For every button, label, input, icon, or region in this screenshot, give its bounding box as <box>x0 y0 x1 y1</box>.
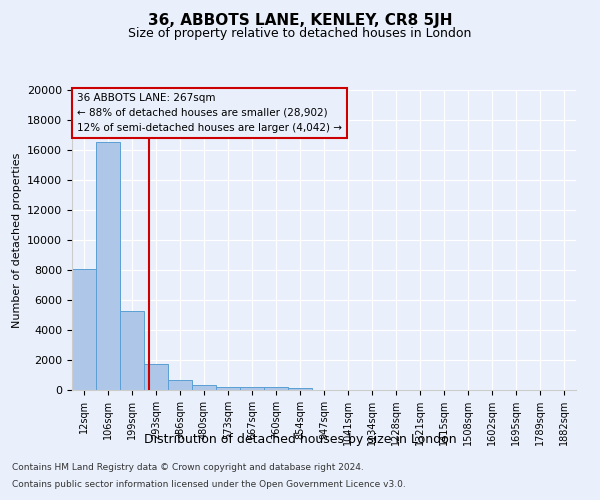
Text: 36, ABBOTS LANE, KENLEY, CR8 5JH: 36, ABBOTS LANE, KENLEY, CR8 5JH <box>148 12 452 28</box>
Text: Contains public sector information licensed under the Open Government Licence v3: Contains public sector information licen… <box>12 480 406 489</box>
Bar <box>168 380 192 390</box>
Text: Contains HM Land Registry data © Crown copyright and database right 2024.: Contains HM Land Registry data © Crown c… <box>12 464 364 472</box>
Bar <box>216 386 240 390</box>
Bar <box>96 142 120 390</box>
Bar <box>192 385 216 390</box>
Bar <box>120 310 144 390</box>
Bar <box>264 388 288 390</box>
Bar <box>144 364 168 390</box>
Y-axis label: Number of detached properties: Number of detached properties <box>11 152 22 328</box>
Text: 36 ABBOTS LANE: 267sqm
← 88% of detached houses are smaller (28,902)
12% of semi: 36 ABBOTS LANE: 267sqm ← 88% of detached… <box>77 93 342 132</box>
Bar <box>240 387 264 390</box>
Bar <box>72 268 96 390</box>
Bar <box>288 388 312 390</box>
Text: Size of property relative to detached houses in London: Size of property relative to detached ho… <box>128 28 472 40</box>
Text: Distribution of detached houses by size in London: Distribution of detached houses by size … <box>143 432 457 446</box>
